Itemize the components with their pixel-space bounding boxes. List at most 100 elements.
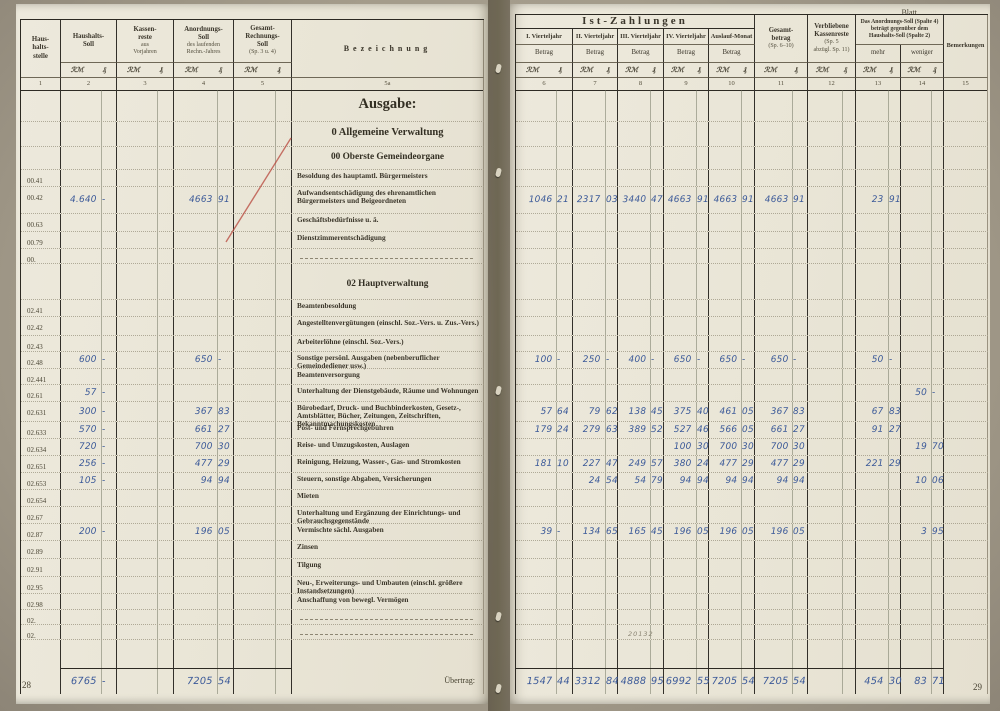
- kassenreste-cell: [117, 668, 174, 694]
- anordnungs-soll-cell: 4663 91: [174, 187, 234, 213]
- auslauf-betrag-cell: 196 05: [709, 524, 755, 540]
- bezeichnung-text: Sonstige persönl. Ausgaben (nebenberufli…: [297, 353, 440, 371]
- anordnungs-soll-cell: [174, 594, 234, 609]
- ledger-row-02.441: 02.441 Beamtenversorgung: [21, 369, 484, 385]
- gesamtbetrag-cell-rm: 661: [770, 424, 789, 436]
- gesamt-rechnungs-soll-cell: [234, 402, 292, 421]
- anordnungs-soll-cell: [174, 170, 234, 186]
- bezeichnung-text: Angestelltenvergütungen (einschl. Soz.-V…: [297, 318, 479, 327]
- bezeichnung-cell: Bürobedarf, Druck- und Buchbinderkosten,…: [292, 402, 484, 428]
- ledger-row-02.41: 02.41 Beamtenbesoldung: [21, 300, 484, 317]
- col-number: 9: [664, 77, 709, 91]
- haushalts-soll-cell: [61, 249, 117, 263]
- bemerkungen-cell: [944, 122, 988, 146]
- auslauf-betrag-cell: 650-: [709, 352, 755, 368]
- bemerkungen-cell: [944, 577, 988, 593]
- gesamt-rechnungs-soll-cell: [234, 232, 292, 248]
- q1-betrag-cell-pf: 64: [557, 406, 570, 417]
- rmpf-strip: ℛℳ ₰: [856, 63, 901, 77]
- col-number: 5a: [292, 77, 484, 91]
- q4-betrag-cell-rm: 650: [673, 354, 692, 366]
- q1-betrag-cell-pf: 44: [557, 675, 571, 688]
- q4-betrag-cell-rm: 100: [673, 441, 692, 453]
- q1-betrag-cell: 57 64: [516, 402, 573, 421]
- q4-betrag-cell: [664, 490, 709, 506]
- bemerkungen-cell: [944, 274, 988, 299]
- kassenreste-rest-label: Verbliebene Kassenreste: [814, 23, 849, 39]
- verbliebene-kassenreste-cell: [808, 402, 856, 421]
- bezeichnung-cell: Besoldung des hauptamtl. Bürgermeisters: [292, 170, 484, 186]
- bemerkungen-cell: [944, 541, 988, 558]
- pf-symbol: ₰: [159, 64, 164, 74]
- mehr-cell-pf: 27: [888, 424, 901, 436]
- q4-betrag-cell: 375 40: [664, 402, 709, 421]
- anordnungs-soll-cell: [174, 214, 234, 231]
- q4-betrag-cell: [664, 369, 709, 384]
- gesamtbetrag-cell: [755, 594, 808, 609]
- kassenreste-cell: [117, 385, 174, 401]
- gesamtbetrag-cell: 196 05: [755, 524, 808, 540]
- col-gesamtsoll-sublabel: (Sp. 3 u. 4): [249, 49, 276, 56]
- haushalts-soll-cell-rm: 4.640: [69, 194, 97, 206]
- q4-betrag-cell: [664, 640, 709, 668]
- blank-fill-line: [300, 619, 473, 620]
- q4-betrag-cell: [664, 385, 709, 401]
- q4-betrag-cell: [664, 122, 709, 146]
- gesamtbetrag-cell: [755, 490, 808, 506]
- anordnungs-soll-cell: [174, 385, 234, 401]
- haushalts-soll-cell-rm: 200: [78, 526, 97, 538]
- mehr-cell: [856, 336, 901, 351]
- q2-betrag-cell: [573, 170, 618, 186]
- rmpf-strip: ℛℳ ₰: [808, 63, 856, 77]
- bezeichnung-cell: [292, 625, 484, 639]
- verbliebene-kassenreste-cell: [808, 214, 856, 231]
- haushalts-soll-cell: [61, 369, 117, 384]
- pf-symbol: ₰: [933, 64, 937, 74]
- haushalts-soll-cell: 600-: [61, 352, 117, 368]
- verbliebene-kassenreste-cell: [808, 187, 856, 213]
- bezeichnung-cell: Arbeiterlöhne (einschl. Soz.-Vers.): [292, 336, 484, 351]
- haushaltsstelle-cell: 02.41: [21, 300, 61, 316]
- ist-row: [516, 264, 988, 274]
- bezeichnung-cell: Zinsen: [292, 541, 484, 558]
- q3-betrag-cell-pf: 57: [651, 458, 664, 470]
- haushaltsstelle-code: 02.: [27, 632, 36, 640]
- betrag-label: Betrag: [618, 45, 664, 63]
- q2-betrag-cell-rm: 134: [582, 526, 601, 538]
- haushaltsstelle-cell: 00.41: [21, 170, 61, 186]
- weniger-cell: [901, 559, 944, 576]
- ledger-row: [21, 264, 484, 274]
- betrag-text: Betrag: [585, 49, 605, 57]
- gesamt-rechnungs-soll-cell: [234, 385, 292, 401]
- mehr-cell: [856, 640, 901, 668]
- verbliebene-kassenreste-cell: [808, 640, 856, 668]
- haushaltsstelle-cell: 02.91: [21, 559, 61, 576]
- gesamtbetrag-cell: [755, 214, 808, 231]
- q4-betrag-cell-rm: 527: [673, 424, 692, 436]
- ledger-row-02.633: 02.633 570- 661 27 Post- und Fernsprechgebüh…: [21, 422, 484, 439]
- kassenreste-rest-sublabel: (Sp. 5 abzügl. Sp. 11): [813, 39, 850, 53]
- verbliebene-kassenreste-cell: [808, 90, 856, 121]
- bemerkungen-cell: [944, 625, 988, 639]
- haushalts-soll-cell: [61, 90, 117, 121]
- q3-betrag-cell-rm: 3440: [622, 194, 647, 206]
- haushaltsstelle-code: 02.654: [27, 497, 47, 505]
- bezeichnung-cell: Reinigung, Heizung, Wasser-, Gas- und St…: [292, 456, 484, 472]
- kassenreste-cell: [117, 640, 174, 668]
- col-haushaltsstelle-label: Haus- halts- stelle: [31, 36, 50, 60]
- q1-betrag-cell: [516, 336, 573, 351]
- q1-betrag-cell-pf: 24: [557, 424, 570, 436]
- anordnungs-soll-cell: [174, 490, 234, 506]
- binding-stitch: [494, 611, 503, 622]
- q2-betrag-cell-pf: -: [605, 355, 610, 366]
- weniger-cell-rm: 83: [914, 675, 928, 688]
- page-number-right: 29: [973, 682, 982, 692]
- q3-betrag-cell-pf: 52: [651, 424, 664, 436]
- auslauf-betrag-cell: [709, 559, 755, 576]
- anordnungs-soll-cell-rm: 661: [194, 424, 213, 435]
- haushalts-soll-cell: [61, 594, 117, 609]
- gesamtbetrag-cell-rm: 7205: [762, 675, 789, 688]
- anordnungs-soll-cell-pf: 27: [217, 424, 230, 436]
- auslauf-betrag-cell-pf: -: [742, 355, 746, 366]
- auslauf-betrag-cell-rm: 196: [719, 526, 738, 538]
